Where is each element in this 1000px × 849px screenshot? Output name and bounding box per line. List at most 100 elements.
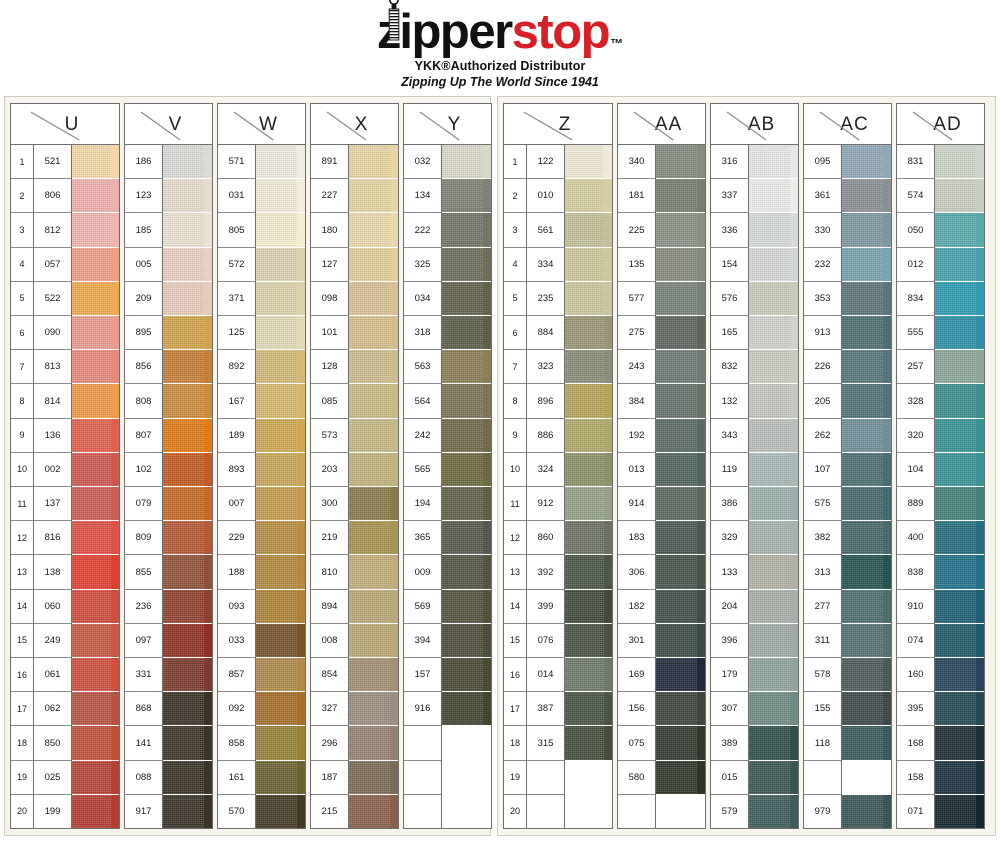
fabric-texture xyxy=(163,521,205,555)
logo-text-stop: stop xyxy=(511,5,611,59)
color-code-cell: 323 xyxy=(527,350,564,385)
pinked-edge xyxy=(883,658,891,692)
fabric-texture xyxy=(935,213,977,247)
pinked-edge xyxy=(697,555,705,589)
pinked-edge xyxy=(883,281,891,316)
column-header-ab: AB xyxy=(711,104,798,145)
color-code-cell: 134 xyxy=(404,179,441,214)
fabric-texture xyxy=(565,658,605,692)
fabric-texture xyxy=(749,760,791,794)
pinked-edge xyxy=(883,350,891,384)
fabric-texture xyxy=(256,623,298,658)
fabric-texture xyxy=(163,179,205,213)
fabric-texture xyxy=(565,452,605,487)
color-code-cell: 334 xyxy=(527,248,564,282)
color-code-cell: 135 xyxy=(618,248,655,282)
color-swatch xyxy=(842,247,891,282)
fabric-texture xyxy=(256,658,298,692)
color-swatch-empty xyxy=(442,794,491,829)
pinked-edge xyxy=(697,760,705,794)
column-rows: 571 031 805 572 371 125 892 167 189 893 007 229 188 0… xyxy=(218,145,305,829)
color-swatch xyxy=(656,589,705,624)
color-swatch xyxy=(349,452,398,488)
color-code-cell: 521 xyxy=(34,145,71,180)
pinked-edge xyxy=(883,692,891,726)
color-code-cell: 007 xyxy=(218,487,255,522)
fabric-texture xyxy=(656,281,698,316)
fabric-texture xyxy=(656,384,698,418)
row-number-cell: 11 xyxy=(11,487,33,522)
pinked-edge xyxy=(697,145,705,179)
color-swatch xyxy=(349,316,398,351)
color-code-cell: 555 xyxy=(897,316,934,351)
pinked-edge xyxy=(697,487,705,521)
color-code-cell: 062 xyxy=(34,692,71,727)
fabric-texture xyxy=(72,692,112,726)
color-code-cell: 316 xyxy=(711,145,748,180)
color-swatch xyxy=(565,555,612,590)
pinked-edge xyxy=(111,555,119,589)
color-swatch xyxy=(565,213,612,248)
color-code-cell: 236 xyxy=(125,590,162,624)
color-swatch xyxy=(565,281,612,317)
fabric-texture xyxy=(656,623,698,658)
column-letter: W xyxy=(259,114,278,135)
color-swatch xyxy=(349,555,398,590)
pinked-edge xyxy=(297,555,305,589)
row-number-cell: 19 xyxy=(504,761,526,795)
fabric-texture xyxy=(72,623,112,658)
fabric-texture xyxy=(163,247,205,281)
pinked-edge xyxy=(204,247,212,281)
color-swatch xyxy=(656,179,705,214)
column-header-z: Z xyxy=(504,104,612,145)
zipper-pull-icon xyxy=(388,0,400,41)
color-swatch xyxy=(256,452,305,488)
color-swatch xyxy=(565,179,612,214)
fabric-texture xyxy=(749,350,791,384)
color-code-cell: 571 xyxy=(218,145,255,180)
fabric-texture xyxy=(442,589,484,623)
color-swatch xyxy=(842,692,891,727)
color-code-cell: 580 xyxy=(618,761,655,795)
pinked-edge xyxy=(483,179,491,213)
color-swatch xyxy=(72,794,119,829)
fabric-texture xyxy=(842,281,884,316)
color-code-cell: 194 xyxy=(404,487,441,522)
fabric-texture xyxy=(163,487,205,521)
header-diagonal-rule xyxy=(523,111,573,141)
row-number-cell: 14 xyxy=(11,590,33,624)
pinked-edge xyxy=(483,213,491,247)
color-code-cell: 093 xyxy=(218,590,255,624)
pinked-edge xyxy=(483,316,491,350)
row-number-cell: 5 xyxy=(11,282,33,317)
color-code-cell: 336 xyxy=(711,213,748,248)
color-code-cell: 575 xyxy=(804,487,841,522)
fabric-texture xyxy=(935,623,977,658)
row-number-column: 1 2 3 4 5 6 7 8 9 10 11 12 13 14 15 16 17 18 19 20 xyxy=(504,145,527,828)
color-swatch xyxy=(565,316,612,351)
pinked-edge xyxy=(697,452,705,487)
pinked-edge xyxy=(483,623,491,658)
fabric-texture xyxy=(256,316,298,350)
pinked-edge xyxy=(790,281,798,316)
color-code-cell: 165 xyxy=(711,316,748,351)
color-code-cell: 307 xyxy=(711,692,748,727)
color-swatch xyxy=(749,452,798,488)
pinked-edge xyxy=(204,179,212,213)
color-code-cell: 306 xyxy=(618,555,655,590)
color-swatch xyxy=(565,521,612,556)
row-number-cell: 13 xyxy=(504,555,526,590)
fabric-texture xyxy=(749,213,791,247)
color-code-cell: 855 xyxy=(125,555,162,590)
color-swatch xyxy=(163,145,212,180)
pinked-edge xyxy=(976,281,984,316)
pinked-edge xyxy=(111,452,119,487)
fabric-texture xyxy=(349,760,391,794)
color-column-v: V 186 123 185 005 209 895 856 808 807 102 079 809 855… xyxy=(124,103,213,829)
color-code-cell: 090 xyxy=(34,316,71,351)
row-number-cell: 6 xyxy=(11,316,33,351)
color-chart-sheet: U 1 2 3 4 5 6 7 8 9 10 11 12 13 14 15 16 17 18 19 20 521 806 81… xyxy=(0,96,1000,849)
pinked-edge xyxy=(111,726,119,760)
pinked-edge xyxy=(204,145,212,179)
pinked-edge xyxy=(883,487,891,521)
